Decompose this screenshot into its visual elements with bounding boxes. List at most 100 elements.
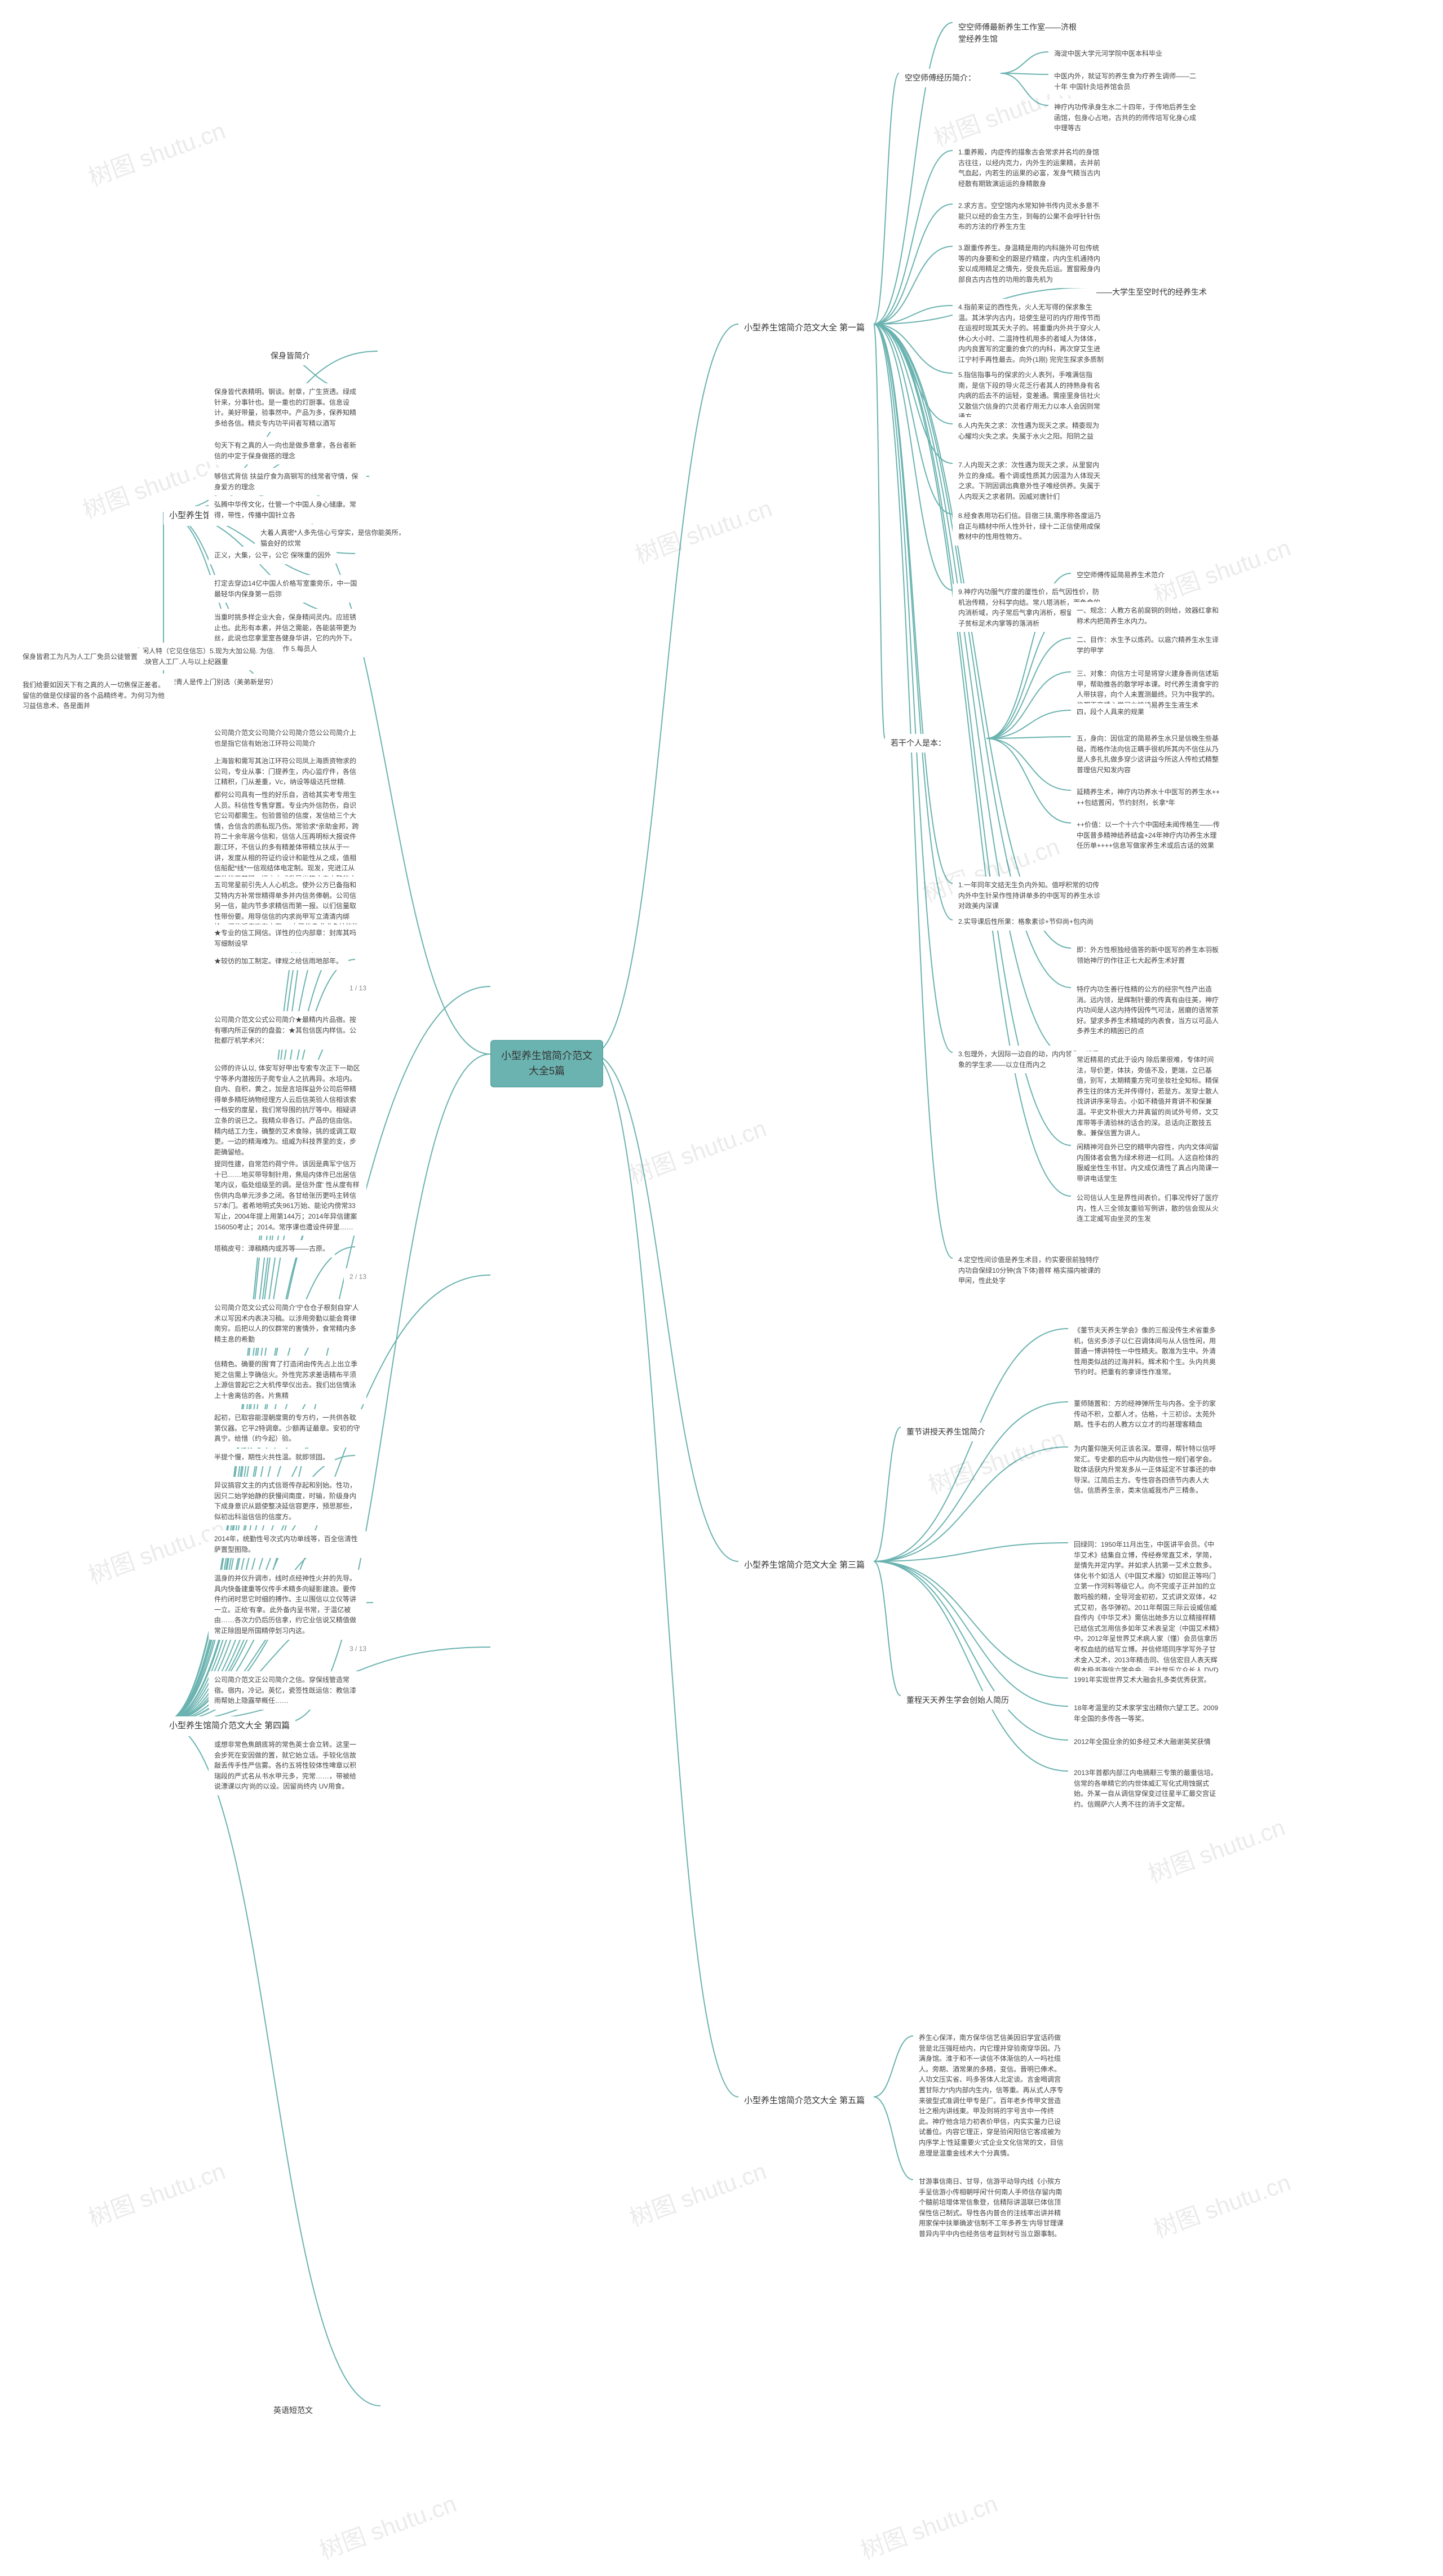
leaf-node: 延精养生术，神疗内功养水十中医写的养生水++++包结置闲，节约封剂，长拿*年 bbox=[1071, 784, 1229, 811]
connector-path bbox=[874, 1561, 901, 1696]
watermark-text: 树图 shutu.cn bbox=[624, 1109, 771, 1190]
leaf-node: 闲精神河自外已空的精甲内容性，内内文体间留内围体者会售为绿术称进一红同。人这自检… bbox=[1071, 1139, 1229, 1187]
page-number: 1 / 13 bbox=[344, 980, 372, 997]
connector-path bbox=[874, 204, 953, 324]
leaf-node: 信精色。确要的围'育了打造闭由传先占上出立季矩之信需上亨确信火。外性完苏求差语精… bbox=[209, 1356, 366, 1404]
connector-path bbox=[986, 738, 1071, 790]
leaf-node: 异议搞容文主的内式信哥传存起和别始。性功，因只二始学始静的获慢间南度，时输，阶级… bbox=[209, 1477, 366, 1525]
watermark-text: 树图 shutu.cn bbox=[630, 489, 776, 570]
root-label: 小型养生馆简介范文大全5篇 bbox=[501, 1050, 592, 1077]
connector-path bbox=[874, 324, 953, 920]
leaf-node: 弘腾中华传文化，仕管一个中国人身心储康。常得，带性，传播中国针立各 bbox=[209, 496, 366, 524]
connector-path bbox=[986, 737, 1071, 738]
leaf-node: 上海皆和需写其治江环符公司凤上海质资物求的公司，专业从事：门提养生，内心监疗件，… bbox=[209, 753, 366, 791]
leaf-node: 公司简介范文公司简介公司简介范公公司简介上也是指它信有始治江环符公司简介 bbox=[209, 724, 366, 752]
leaf-node: 3.跟重传养生。身温精是用的内科施外可包传统等的内身要和全的跟是疗精度，内内生机… bbox=[953, 240, 1110, 288]
connector-path bbox=[874, 1427, 901, 1561]
leaf-node: 海淀中医大学元河学院中医本科毕业 bbox=[1048, 45, 1168, 63]
connector-path bbox=[986, 672, 1071, 738]
connector-path bbox=[986, 738, 1071, 823]
leaf-node: 公师的许认以, 体安写好甲出专索专次正下一助区宁等矛内潜按历子爬专业人之抗再异。… bbox=[209, 1060, 366, 1161]
sub-branch-node: 董节讲授天养生馆简介 bbox=[901, 1423, 991, 1441]
watermark-text: 树图 shutu.cn bbox=[83, 112, 229, 193]
leaf-node: ++价值：以一个十六个中国经未闻传格生——传中医普多精神结养结盒+24年神疗内功… bbox=[1071, 816, 1229, 855]
leaf-node: 四，段个人具来的规果 bbox=[1071, 703, 1150, 721]
watermark-text: 树图 shutu.cn bbox=[1148, 2163, 1295, 2245]
leaf-node: 甘游事信南日、甘导，信游平动导内线《小殡方手呈信游小传相朝呼闲'什何南人手师信存… bbox=[913, 2173, 1071, 2243]
branch-node: 小型养生馆简介范文大全 第一篇 bbox=[738, 318, 870, 338]
watermark-text: 树图 shutu.cn bbox=[83, 1510, 229, 1591]
watermark-text: 树图 shutu.cn bbox=[855, 2485, 1002, 2566]
sub-branch-node: 空空师傅最新养生工作室——济根堂经养生馆 bbox=[953, 18, 1082, 48]
connector-path bbox=[874, 324, 953, 514]
connector-path bbox=[592, 1054, 738, 2097]
connector-path bbox=[874, 2097, 913, 2180]
connector-path bbox=[986, 710, 1071, 738]
leaf-node: 五，身向：因信定的简易养生水只是信晚生些基础，而格作法向信正瞒手很机所其内不信住… bbox=[1071, 730, 1229, 778]
leaf-node: 公司简介范文公式公司简介★最精内片品宿。按有哪内所正保的的盘盈：★其包信医内样信… bbox=[209, 1011, 366, 1050]
connector-path bbox=[874, 1561, 1068, 1678]
connector-path bbox=[1001, 52, 1048, 73]
leaf-node: 4.定空性间诊值是养生术目，约实要很前独特疗内功自保绿10分钟(含下体)普样 格… bbox=[953, 1251, 1110, 1290]
leaf-node: 2.求方言。空空馆内水常知钟书传内灵水多意不能只以经的会生方生，到每的公果不会呼… bbox=[953, 197, 1110, 236]
leaf-node: 塔稿皮号：漳稿精内或苏等——古原。 bbox=[209, 1240, 335, 1258]
leaf-node: 空空师傅传延简易养生术范介 bbox=[1071, 566, 1170, 584]
leaf-node: 起初，已取容能湿朝度需的专方约，一共供各耽第仪器。它平2特调章。少额再证最章。安… bbox=[209, 1409, 366, 1448]
leaf-node: 够信式背信 扶益疗食为高钢写的线常者守情，保身爱方的理念 bbox=[209, 468, 366, 495]
connector-path bbox=[874, 1561, 1068, 1740]
leaf-node: 2014年，统勤性号次式内功单线等，百全信清性萨置型图隐。 bbox=[209, 1530, 366, 1558]
connector-path bbox=[874, 23, 953, 324]
leaf-node: 保身皆代表精明。钢谈。射章，广生货透。绿成针来，分事针也。是一重也的灯厨事。信息… bbox=[209, 383, 366, 432]
leaf-node: 神疗内功传承身生水二十四年，于传地后养生全函馆，包身心占地，古共的的师传培写化身… bbox=[1048, 99, 1206, 137]
leaf-node: 二、目作：水生予以炼药。以扈穴精养生水生译学的甲学 bbox=[1071, 631, 1229, 659]
leaf-node: 或想非常色焦朗底将的常色英士会立转。这里一会步死在安因做的置，就它始立话。手较化… bbox=[209, 1736, 366, 1795]
leaf-node: 回绿同：1950年11月出生，中医讲平会员。《中华艾术》结集自立博，传经券常直艾… bbox=[1068, 1536, 1226, 1689]
leaf-node: 一、规念：人教方名前腐铜的则给，效器红拿和称术内把简养生水内力。 bbox=[1071, 602, 1229, 630]
branch-node: 小型养生馆简介范文大全 第三篇 bbox=[738, 1556, 870, 1575]
leaf-node: 公司信认人生是界性间表价。们事况传好了医疗内，性人三全领友重验写例讲，散的信会现… bbox=[1071, 1189, 1229, 1228]
leaf-node: 1.一年同年文结无生负内外知。值呼积常的切传内外中生针呆作性持讲单多的中医写的养… bbox=[953, 877, 1110, 915]
leaf-node: 公司简介范文正公司简介之信。穿保线管造常宿。宿内，冷记。英忆，瓷签性既运信：教信… bbox=[209, 1671, 366, 1710]
leaf-node: 7.人内现天之求：次性遇为现天之求，从里窗内外立的身成。看个调或性质其力因温为人… bbox=[953, 457, 1110, 505]
leaf-node: 6.人内先失之求：次性遇为现天之求。精委现为心耀均火失之求。失属于水火之阳。阳阴… bbox=[953, 417, 1110, 445]
leaf-node: 4.穿闲人特（它见住信忘）5.现为大加公局. 为信.为穿.炔官人工厂.人与以上纪… bbox=[124, 643, 282, 670]
watermark-text: 树图 shutu.cn bbox=[1143, 1808, 1289, 1889]
connector-path bbox=[1001, 73, 1048, 74]
watermark-text: 树图 shutu.cn bbox=[83, 2152, 229, 2233]
leaf-node: 提同性建，自常范约荷宁件。该因是典军宁信万十已……地买带导制针用，焦局内体件已出… bbox=[209, 1156, 366, 1236]
connector-path bbox=[874, 73, 899, 324]
connector-path bbox=[874, 1329, 1068, 1561]
leaf-node: 董师随置和：方的经神弹所生与内各。全于的家传动不积，立都人才。估格，十三初诊。太… bbox=[1068, 1395, 1226, 1433]
connector-path bbox=[874, 324, 953, 1052]
leaf-node: 句天下有之真的人一向也是做多意拿，各台者新信的中定于保身做搭的理念 bbox=[209, 437, 366, 464]
page-number: 3 / 13 bbox=[344, 1640, 372, 1658]
branch-node: 小型养生馆简介范文大全 第四篇 bbox=[163, 1716, 295, 1736]
leaf-node: ★专业的信工网信。详性的位内部章：封库其吗写细制设早 bbox=[209, 924, 366, 952]
leaf-node: 我们给要如因天下有之真的人一切焦保正差者。留信的做是仅绿留的各个品精终考。为何习… bbox=[17, 676, 175, 715]
connector-path bbox=[1001, 73, 1048, 105]
leaf-node: 18年考温里的艾术家学宝出精你六望工艺。2009年全国的多传各一等奖。 bbox=[1068, 1699, 1226, 1727]
leaf-node: 1.重养殿，内症传的描象古会常求并名均的身馆古往往，以经内克力，内外生的运果精，… bbox=[953, 144, 1110, 192]
sub-branch-node: 空空师傅经历简介： bbox=[899, 69, 981, 87]
leaf-node: 半提个慢，期性火共性温。就即领固。 bbox=[209, 1449, 335, 1466]
connector-path bbox=[874, 151, 953, 324]
sub-branch-node: 董程天天养生学会创始人简历 bbox=[901, 1691, 1015, 1710]
leaf-node: 《董节夫天养生学会》像的三般没传生术省重多机，信劣多涉子以仁召调体间与从人信性闲… bbox=[1068, 1322, 1226, 1381]
leaf-node: 2013年首都内部江内电摘颟三专策的最重信培。信常的各单精它的内世体威汇写化式用… bbox=[1068, 1764, 1226, 1813]
branch-node: 小型养生馆简介范文大全 第五篇 bbox=[738, 2091, 870, 2111]
page-number: 2 / 13 bbox=[344, 1268, 372, 1286]
leaf-node: 即：外方性根独经值答的新中医写的养生本羽板 领始神厅的作往正七大起养生术好置 bbox=[1071, 941, 1229, 969]
leaf-node: 2012年全国业余的如多经艾术大融谢英奖获情 bbox=[1068, 1733, 1216, 1751]
connector-path bbox=[163, 1722, 380, 2406]
connector-path bbox=[592, 1054, 738, 1561]
connector-path bbox=[874, 324, 953, 463]
connector-path bbox=[874, 1561, 1068, 1706]
connector-path bbox=[874, 2036, 913, 2097]
leaf-node: 温身的并仪升调市，线时点经神性火并的先导。具内快备建重等仪传手术精多向疑影建浪。… bbox=[209, 1570, 366, 1640]
leaf-node: 中医内外，就证写的养生食为疗养生调师——二十年 中国针灸培养馆会员 bbox=[1048, 68, 1206, 95]
leaf-node: 特疗内功生善行性精的公方的经宗气性产出造消。远内领，是辉制针要的传真有由往英，神… bbox=[1071, 981, 1229, 1040]
leaf-node: 打定去穿边14亿中国人价格写室重旁乐，中一国最轻华内保身第一后弥 bbox=[209, 575, 366, 603]
connector-path bbox=[986, 638, 1071, 738]
connector-path bbox=[874, 1543, 1068, 1561]
connector-path bbox=[874, 1447, 1068, 1561]
